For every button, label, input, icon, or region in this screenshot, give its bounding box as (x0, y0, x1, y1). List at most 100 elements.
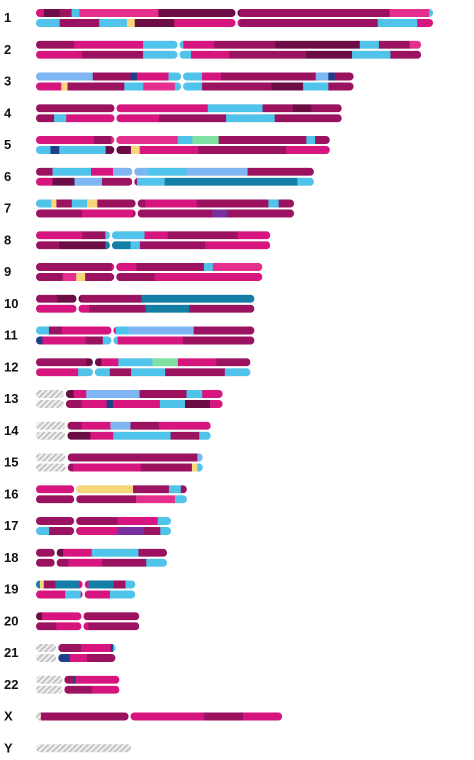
ancestry-segment (65, 400, 82, 408)
ancestry-segment (36, 558, 55, 567)
ancestry-segment (89, 304, 147, 313)
ancestry-segment (152, 358, 179, 367)
ancestry-segment (63, 548, 93, 557)
ancestry-segment (130, 421, 160, 430)
maternal-strand-p-arm (36, 517, 75, 525)
ancestry-segment (73, 675, 76, 684)
ancestry-segment (146, 558, 168, 567)
chromosome-label: 4 (4, 105, 12, 120)
paternal-strand-q-arm (137, 209, 295, 218)
maternal-strand-q-arm (83, 612, 140, 621)
chromosome-strand-p-arm (36, 712, 129, 721)
paternal-strand-q-arm (113, 336, 255, 345)
ancestry-segment (174, 19, 236, 27)
ancestry-segment (66, 114, 115, 123)
chromosome-20: 20 (4, 612, 140, 631)
ancestry-segment (174, 495, 187, 504)
unassigned-region (36, 400, 64, 408)
chromosome-label: 19 (4, 582, 18, 597)
paternal-strand-p-arm (36, 209, 136, 218)
ancestry-segment (67, 421, 83, 430)
paternal-strand (65, 400, 223, 408)
ancestry-segment (117, 527, 145, 535)
ancestry-segment (36, 273, 64, 281)
ancestry-segment (36, 712, 42, 721)
unassigned-region (36, 675, 63, 684)
chromosome-label: 1 (4, 10, 11, 25)
ancestry-segment (112, 400, 161, 408)
ancestry-segment (218, 136, 307, 144)
ancestry-segment (86, 654, 116, 662)
ancestry-segment (164, 177, 298, 186)
ancestry-segment (76, 273, 86, 281)
chromosome-label: 14 (4, 423, 19, 438)
ancestry-segment (67, 431, 91, 440)
ancestry-segment (202, 72, 222, 81)
ancestry-segment (36, 177, 53, 186)
paternal-strand-q-arm (179, 50, 422, 59)
chromosome-label: 17 (4, 518, 18, 533)
chromosome-17: 17 (4, 517, 171, 535)
chromosome-label: Y (4, 740, 13, 755)
ancestry-segment (65, 390, 75, 398)
ancestry-segment (40, 712, 129, 721)
ancestry-segment (334, 72, 354, 81)
ancestry-segment (36, 263, 113, 271)
ancestry-segment (76, 527, 78, 535)
ancestry-segment (183, 40, 215, 49)
ancestry-segment (139, 241, 206, 250)
ancestry-segment (352, 50, 391, 59)
ancestry-segment (220, 72, 317, 81)
ancestry-segment (36, 622, 57, 631)
ancestry-segment (79, 9, 159, 17)
ancestry-segment (125, 580, 136, 589)
chromosome-3: 3 (4, 72, 354, 91)
ancestry-segment (139, 390, 187, 398)
maternal-strand (67, 421, 211, 430)
ancestry-segment (285, 146, 330, 154)
ancestry-segment (237, 231, 271, 240)
ancestry-segment (110, 421, 131, 430)
ancestry-segment (144, 527, 161, 535)
ancestry-segment (78, 294, 82, 303)
ancestry-segment (106, 400, 114, 408)
ancestry-segment (111, 231, 145, 240)
ancestry-segment (102, 336, 112, 345)
chromosome-22: 22 (4, 675, 120, 694)
ancestry-segment (224, 368, 251, 377)
ancestry-segment (55, 580, 80, 589)
ancestry-segment (170, 431, 200, 440)
maternal-strand-q-arm (76, 485, 187, 494)
paternal-strand-p-arm (36, 336, 112, 345)
ancestry-segment (183, 72, 203, 81)
chromosome-label: 6 (4, 169, 11, 184)
ancestry-segment (81, 50, 144, 59)
maternal-strand-q-arm (111, 231, 271, 240)
ancestry-segment (88, 580, 115, 589)
ancestry-segment (168, 72, 182, 81)
ancestry-segment (71, 199, 88, 208)
chromosome-label: 9 (4, 264, 11, 279)
ancestry-segment (81, 209, 134, 218)
maternal-strand-q-arm (113, 326, 255, 335)
maternal-strand-p-arm (36, 580, 83, 589)
unassigned-region (36, 463, 66, 472)
chromosome-x: X (4, 709, 283, 724)
ancestry-segment (56, 622, 82, 631)
ancestry-segment (196, 199, 269, 208)
ancestry-segment (116, 273, 155, 281)
chromosome-18: 18 (4, 548, 168, 567)
chromosome-label: 13 (4, 391, 18, 406)
ancestry-segment (113, 336, 119, 345)
ancestry-segment (36, 9, 45, 17)
ancestry-segment (42, 612, 82, 621)
chromosome-label: 8 (4, 232, 11, 247)
ancestry-segment (36, 294, 58, 303)
ancestry-segment (91, 685, 120, 694)
ancestry-segment (179, 40, 184, 49)
ancestry-segment (84, 612, 140, 621)
maternal-strand-q-arm (56, 548, 168, 557)
paternal-strand-p-arm (36, 527, 75, 535)
ancestry-segment (378, 40, 410, 49)
